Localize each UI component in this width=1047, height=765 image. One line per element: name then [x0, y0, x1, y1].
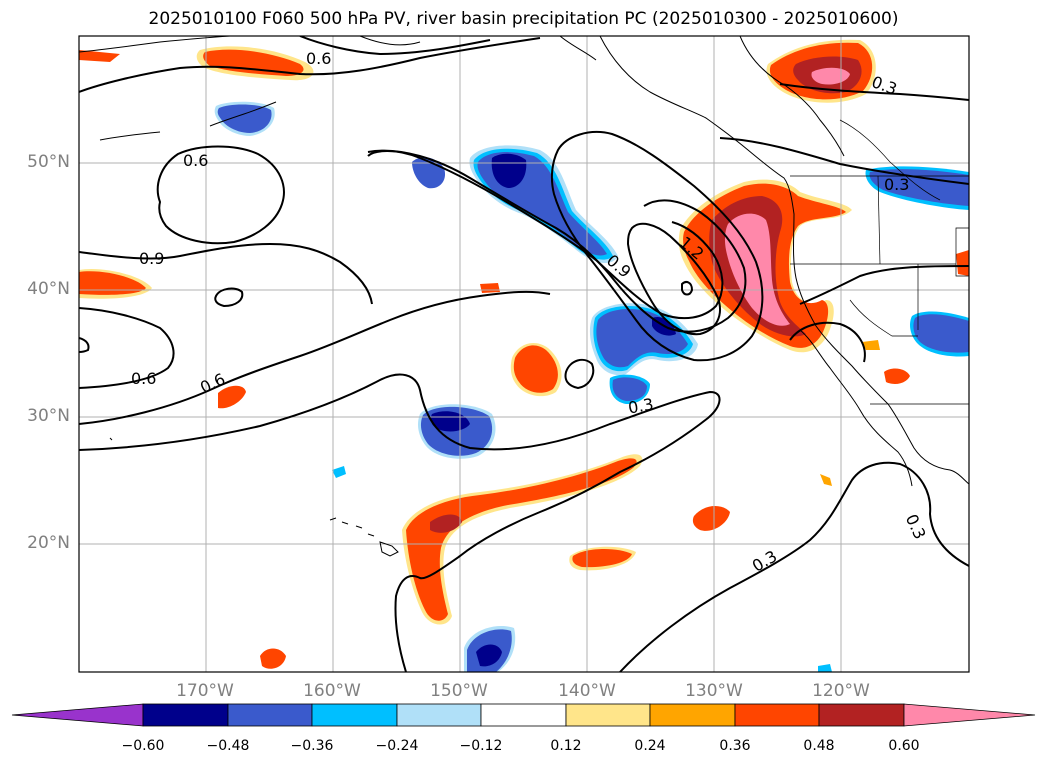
contour-0.6-west-south	[79, 307, 175, 389]
contour-0.3-main	[79, 373, 721, 672]
colorbar-tick: 0.12	[550, 738, 582, 754]
contour-loop-pv-small	[564, 358, 595, 390]
precip-area-mexico	[820, 474, 832, 486]
colorbar-tick: −0.48	[206, 738, 250, 754]
neg-area-124w-12n	[818, 664, 832, 672]
neg-area-great-basin-core	[913, 314, 969, 353]
colorbar-tick: −0.24	[375, 738, 419, 754]
lat-label-50n: 50°N	[27, 152, 70, 172]
lon-label-140w: 140°W	[558, 681, 616, 701]
colorbar-swatch	[734, 703, 820, 727]
colorbar-swatch	[396, 703, 482, 727]
colorbar-low-extend	[11, 703, 144, 727]
precip-area-far-west	[79, 50, 120, 62]
contour-0.9-west	[79, 242, 373, 305]
colorbar-swatch	[480, 703, 567, 727]
precip-area-west-40n-core	[79, 271, 146, 295]
contour-west-edge	[79, 337, 90, 353]
colorbar-swatch	[142, 703, 229, 727]
colorbar-swatch	[818, 703, 905, 727]
precip-band-subtropical	[402, 454, 643, 625]
colorbar-tick: 0.36	[719, 738, 751, 754]
colorbar-swatch	[649, 703, 736, 727]
colorbar-tick: 0.60	[888, 738, 920, 754]
contour-loop-pv-tiny	[681, 281, 694, 296]
colorbar-swatch	[227, 703, 313, 727]
contour-0.3-coast	[789, 321, 866, 363]
precip-area-nevada	[862, 340, 880, 350]
contour-1.2-inner	[626, 222, 721, 336]
lon-label-160w: 160°W	[303, 681, 361, 701]
precip-area-small-40n	[480, 283, 500, 293]
coastlines	[79, 36, 969, 557]
contour-0.3-ne	[779, 83, 969, 101]
precip-band-subtropical-core	[406, 458, 637, 621]
colorbar-tick: −0.60	[121, 738, 165, 754]
colorbar-tick: −0.36	[290, 738, 334, 754]
contour-0.9-trough	[550, 130, 764, 362]
contour-label: 0.6	[131, 369, 156, 388]
lon-label-120w: 120°W	[812, 681, 870, 701]
lon-label-130w: 130°W	[685, 681, 743, 701]
lat-label-20n: 20°N	[27, 533, 70, 553]
contour-0.3-nw	[299, 36, 491, 56]
contour-label: 0.6	[306, 49, 331, 68]
contour-0.6-north	[79, 37, 541, 93]
precip-band-subtropical-dark	[430, 514, 462, 533]
contour-label: 0.3	[627, 394, 655, 417]
precip-area-rockies	[956, 250, 969, 276]
colorbar	[11, 703, 1036, 727]
map-title: 2025010100 F060 500 hPa PV, river basin …	[148, 9, 899, 29]
lat-lon-grid	[79, 36, 969, 672]
lat-label-30n: 30°N	[27, 406, 70, 426]
political-borders	[790, 119, 969, 405]
precip-area-134w-23n	[692, 506, 730, 531]
contour-1.2-trough	[367, 150, 724, 320]
map-border	[78, 35, 970, 673]
contour-0.3-trough	[367, 149, 747, 333]
precip-area-145w-35n-core	[513, 345, 558, 393]
precip-area-bc-north-pink	[811, 67, 850, 85]
contour-label: 0.3	[884, 175, 909, 194]
colorbar-swatch	[565, 703, 651, 727]
colorbar-tick: 0.48	[803, 738, 835, 754]
precip-area-168w	[218, 385, 246, 409]
neg-area-148w-48n-dark	[491, 153, 527, 188]
contour-loop-west-small	[214, 287, 244, 308]
contour-0.3-se	[619, 461, 969, 672]
colorbar-swatch	[311, 703, 398, 727]
contour-0.3-east	[719, 137, 969, 185]
colorbar-tick: 0.24	[634, 738, 666, 754]
neg-area-hawaii-north	[332, 466, 346, 478]
colorbar-tick: −0.12	[459, 738, 503, 754]
contour-label: 0.9	[139, 249, 164, 268]
precip-area-sw-us	[884, 368, 910, 384]
contour-0.6-mid	[79, 290, 551, 425]
precip-area-165w-12n	[260, 648, 286, 669]
neg-area-aleutian-core	[217, 104, 272, 133]
contour-label: 0.6	[183, 151, 208, 170]
colorbar-high-extend	[903, 703, 1036, 727]
precip-area-aleutian-north-core	[203, 49, 304, 76]
contour-0.6-loop	[156, 145, 285, 245]
lat-label-40n: 40°N	[27, 279, 70, 299]
neg-area-147w-12n-dark	[476, 644, 502, 667]
neg-area-canada-core	[869, 169, 969, 206]
lon-label-170w: 170°W	[176, 681, 234, 701]
lon-label-150w: 150°W	[430, 681, 488, 701]
contour-0.3-ca	[799, 265, 969, 305]
contour-labels: 0.6 0.6 0.9 0.6 0.6 0.9 1.2 0.3 0.3 0.3 …	[131, 49, 930, 576]
pv-contours	[79, 36, 969, 672]
neg-area-140w-32n-core	[612, 377, 647, 401]
